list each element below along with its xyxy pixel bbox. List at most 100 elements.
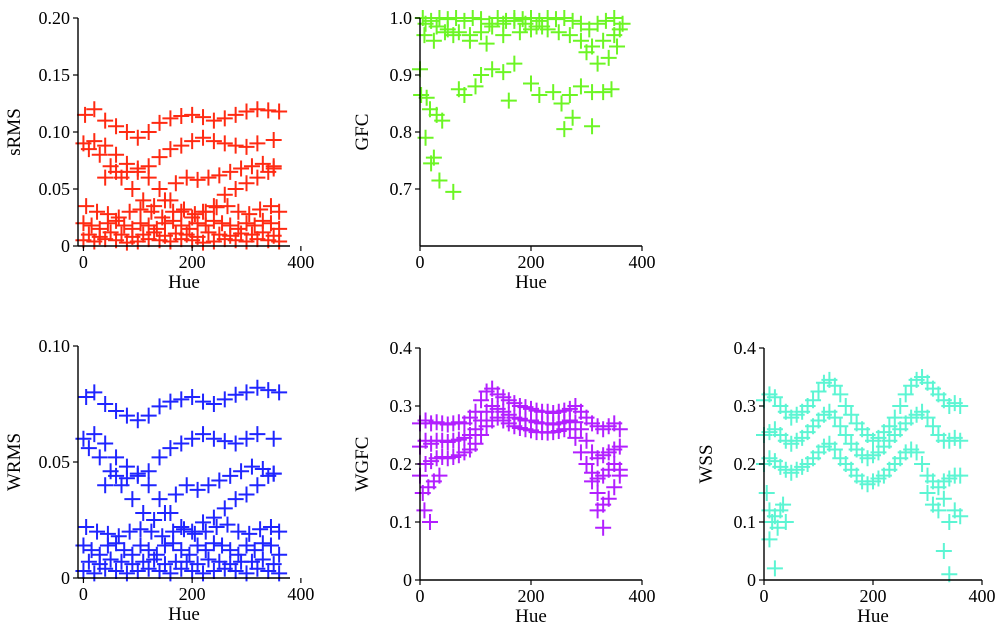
data-point (238, 430, 255, 447)
data-point (952, 508, 969, 525)
data-point (448, 10, 465, 26)
chart-wss: 0 200 400 0 0.1 0.2 0.3 0.4 Hue WSS (696, 338, 996, 627)
data-point (140, 407, 157, 424)
y-tick-label: 0 (61, 568, 70, 588)
data-point (189, 171, 206, 188)
data-point (886, 409, 903, 426)
data-point (914, 456, 931, 472)
data-point (473, 67, 490, 83)
data-point (564, 109, 581, 126)
data-point (97, 231, 114, 248)
data-point (97, 169, 114, 186)
data-point (148, 220, 165, 237)
data-point (108, 146, 125, 163)
data-point (151, 563, 168, 580)
data-point (140, 169, 157, 186)
data-point (897, 386, 914, 403)
y-tick-label: 0.1 (390, 512, 413, 532)
data-point (467, 78, 484, 95)
data-point (436, 24, 453, 41)
y-tick-label: 0 (61, 236, 70, 256)
data-point (445, 27, 462, 44)
data-point (892, 398, 909, 414)
data-point (484, 61, 501, 78)
data-point (197, 523, 214, 540)
data-point (567, 429, 584, 446)
data-point (271, 103, 288, 120)
data-point (124, 181, 141, 197)
data-point (561, 421, 578, 438)
data-point (265, 160, 282, 177)
data-point (162, 505, 179, 522)
data-point (162, 141, 179, 158)
data-point (151, 491, 168, 508)
data-point (173, 231, 190, 248)
data-point (178, 169, 195, 186)
data-point (238, 233, 255, 250)
data-point (205, 112, 222, 129)
data-point (595, 519, 612, 536)
data-point (456, 86, 473, 103)
data-point (572, 78, 589, 95)
data-point (254, 551, 271, 568)
data-point (162, 393, 179, 410)
data-point (140, 231, 157, 248)
data-point (121, 523, 138, 540)
data-point (431, 467, 448, 484)
data-point (151, 398, 168, 415)
data-point (271, 233, 288, 250)
data-point (238, 537, 255, 554)
data-point (249, 169, 266, 186)
data-point (83, 217, 100, 234)
data-point (431, 10, 448, 26)
data-point (564, 12, 581, 29)
data-point (243, 458, 260, 475)
data-point (545, 84, 562, 101)
data-point (184, 389, 201, 406)
data-point (249, 477, 266, 494)
data-point (154, 528, 171, 545)
data-point (205, 535, 222, 552)
x-tick-label: 400 (629, 586, 656, 606)
data-point (262, 198, 279, 215)
y-tick-label: 0.05 (39, 452, 71, 472)
data-point (129, 465, 146, 482)
data-point (208, 199, 225, 216)
y-axis-title: WGFC (352, 437, 373, 492)
data-point (184, 133, 201, 150)
data-point (167, 486, 184, 503)
data-point (140, 477, 157, 494)
y-tick-label: 0.10 (39, 336, 71, 356)
data-point (116, 217, 133, 234)
x-tick-label: 400 (287, 584, 314, 604)
data-point (80, 440, 97, 457)
data-point (500, 92, 517, 109)
data-point (186, 525, 203, 542)
y-tick-label: 0.4 (390, 338, 413, 358)
data-point (151, 149, 168, 166)
data-point (227, 563, 244, 580)
data-point (425, 32, 442, 49)
y-tick-label: 0 (747, 570, 756, 590)
data-point (140, 124, 157, 140)
data-point (227, 491, 244, 508)
x-tick-label: 400 (629, 252, 656, 272)
data-point (200, 169, 217, 186)
y-tick-label: 0.7 (390, 179, 413, 199)
data-point (908, 444, 925, 461)
data-point (881, 418, 898, 435)
data-point (227, 137, 244, 154)
data-point (200, 551, 217, 568)
x-tick-label: 0 (79, 584, 88, 604)
data-point (97, 112, 114, 129)
data-point (556, 121, 573, 138)
data-point (167, 175, 184, 192)
data-point (805, 392, 822, 409)
y-tick-label: 0.20 (39, 8, 71, 28)
x-axis-title: Hue (168, 604, 200, 625)
data-point (523, 21, 539, 38)
data-point (445, 183, 462, 200)
data-point (108, 402, 125, 419)
series-srms (75, 101, 288, 251)
data-point (108, 535, 125, 552)
